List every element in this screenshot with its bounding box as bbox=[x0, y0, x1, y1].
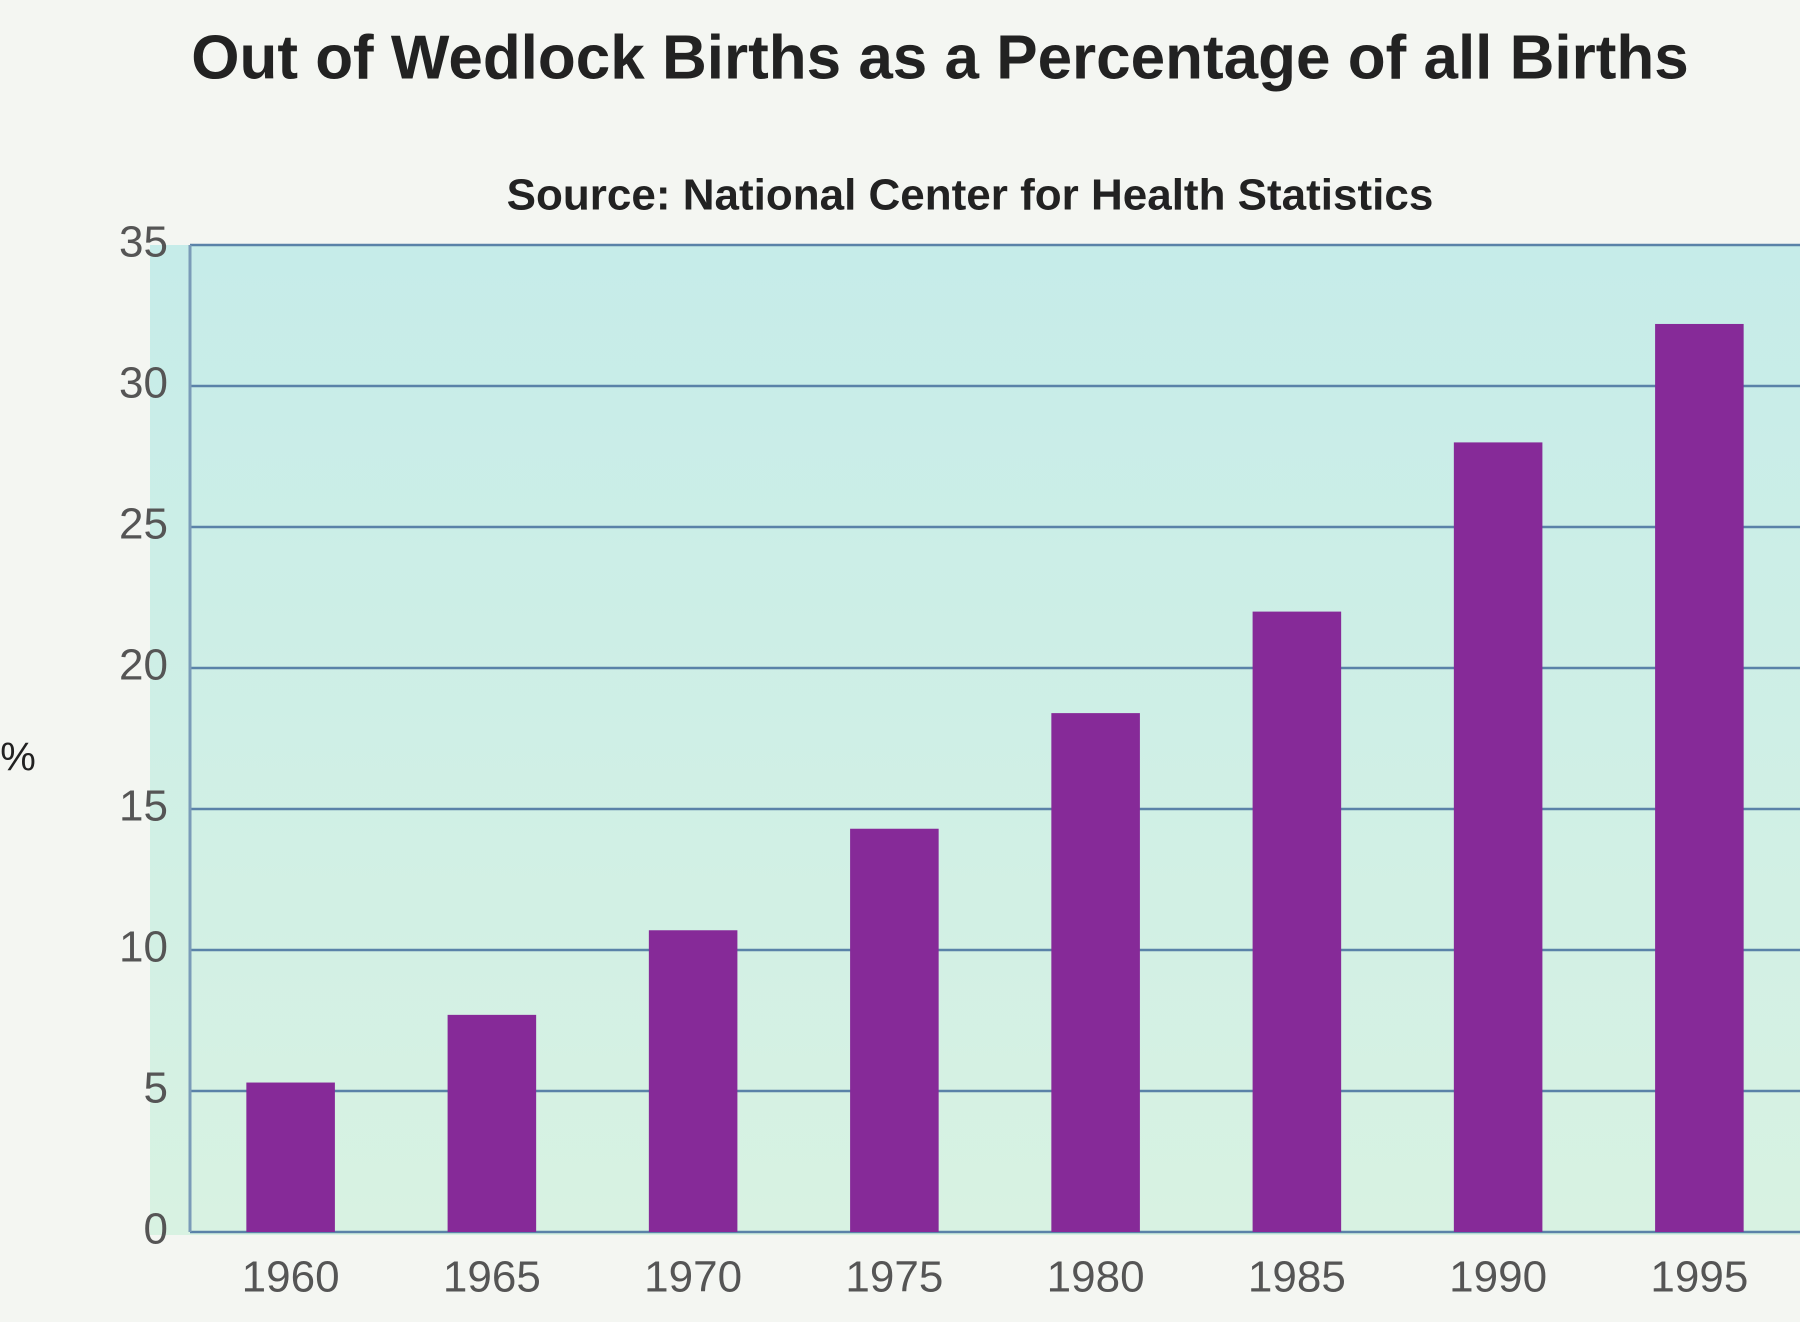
x-tick-label: 1965 bbox=[443, 1253, 541, 1302]
y-tick-label: 15 bbox=[119, 782, 168, 831]
y-tick-label: 5 bbox=[144, 1064, 168, 1113]
y-tick-label: 25 bbox=[119, 500, 168, 549]
y-tick-label: 20 bbox=[119, 641, 168, 690]
x-tick-label: 1990 bbox=[1449, 1253, 1547, 1302]
plot-area bbox=[150, 245, 1800, 1235]
bar bbox=[648, 930, 738, 1232]
bar bbox=[447, 1014, 537, 1232]
y-axis-label: % bbox=[0, 736, 36, 780]
x-tick-label: 1975 bbox=[845, 1253, 943, 1302]
bar bbox=[1655, 323, 1744, 1233]
y-tick-label: 0 bbox=[144, 1205, 168, 1254]
x-tick-label: 1980 bbox=[1047, 1253, 1145, 1302]
y-tick-label: 35 bbox=[119, 218, 168, 267]
bar bbox=[1051, 713, 1140, 1232]
y-tick-label: 10 bbox=[119, 923, 168, 972]
x-tick-label: 1960 bbox=[242, 1253, 340, 1302]
chart-title: Out of Wedlock Births as a Percentage of… bbox=[191, 23, 1689, 92]
chart-subtitle: Source: National Center for Health Stati… bbox=[507, 171, 1434, 220]
bar bbox=[1453, 442, 1543, 1232]
y-tick-label: 30 bbox=[119, 359, 168, 408]
bar bbox=[1252, 611, 1342, 1232]
x-tick-label: 1995 bbox=[1650, 1253, 1748, 1302]
x-tick-label: 1985 bbox=[1248, 1253, 1346, 1302]
x-tick-label: 1970 bbox=[644, 1253, 742, 1302]
bar bbox=[850, 828, 939, 1232]
bar bbox=[246, 1082, 335, 1232]
